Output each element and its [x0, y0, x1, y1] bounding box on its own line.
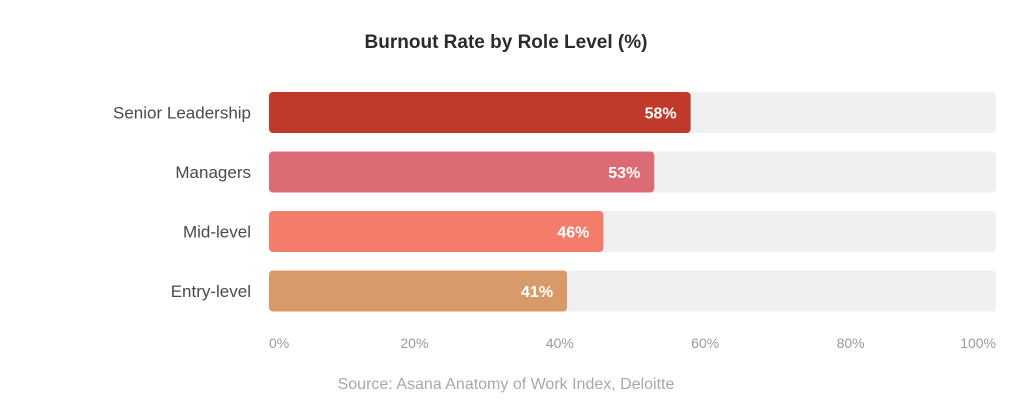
source-note: Source: Asana Anatomy of Work Index, Del… [338, 376, 675, 393]
x-axis-tick-labels: 0% 20% 40% 60% 80% 100% [269, 335, 996, 351]
value-label-senior-leadership: 58% [645, 106, 677, 123]
bar-managers [269, 151, 655, 193]
chart-title: Burnout Rate by Role Level (%) [365, 32, 648, 53]
category-label-managers: Managers [175, 163, 251, 182]
value-label-mid-level: 46% [557, 225, 589, 242]
x-tick-label-0: 0% [269, 335, 289, 351]
category-labels: Senior Leadership Managers Mid-level Entry-… [113, 104, 251, 302]
x-tick-label-60: 60% [691, 335, 719, 351]
x-tick-label-80: 80% [837, 335, 865, 351]
category-label-senior-leadership: Senior Leadership [113, 104, 251, 123]
x-tick-label-20: 20% [400, 335, 428, 351]
bar-entry-level [269, 270, 568, 312]
value-labels: 58% 53% 46% 41% [521, 106, 677, 302]
bars [269, 92, 691, 312]
bar-senior-leadership [269, 92, 691, 133]
x-tick-label-40: 40% [546, 335, 574, 351]
value-label-entry-level: 41% [521, 284, 553, 301]
category-label-mid-level: Mid-level [183, 223, 251, 242]
x-tick-label-100: 100% [960, 335, 996, 351]
category-label-entry-level: Entry-level [171, 282, 251, 301]
bar-mid-level [269, 211, 604, 252]
value-label-managers: 53% [608, 165, 640, 182]
